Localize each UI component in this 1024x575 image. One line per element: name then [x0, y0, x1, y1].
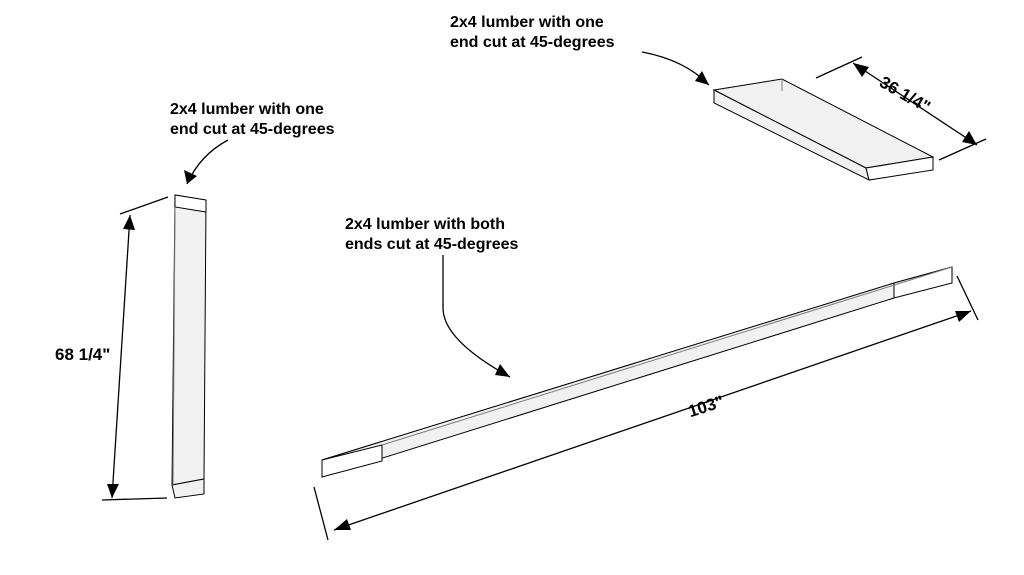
- dim-left: [102, 197, 168, 500]
- leader-long: [443, 255, 510, 377]
- board-left: [172, 195, 206, 498]
- diagram-svg: [0, 0, 1024, 575]
- leader-left: [184, 140, 228, 184]
- dim-left-value: 68 1/4": [55, 345, 110, 365]
- dim-long: [314, 276, 978, 540]
- leader-right: [642, 52, 709, 85]
- label-right-board: 2x4 lumber with one end cut at 45-degree…: [450, 13, 615, 53]
- board-long: [322, 267, 957, 477]
- label-left-board: 2x4 lumber with one end cut at 45-degree…: [170, 100, 335, 140]
- label-long-board: 2x4 lumber with both ends cut at 45-degr…: [345, 215, 518, 255]
